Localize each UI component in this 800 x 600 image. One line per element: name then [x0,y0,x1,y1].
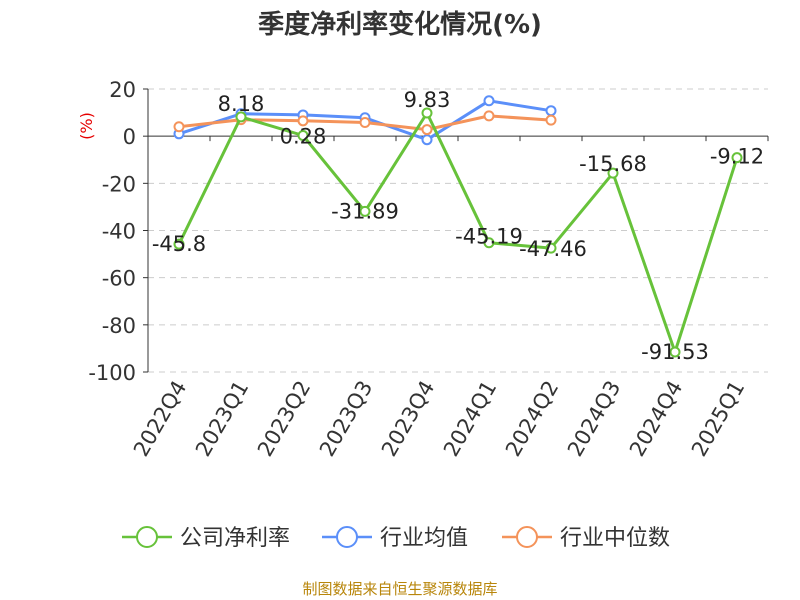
data-label: 0.28 [280,125,327,149]
y-tick-label: 20 [109,78,136,102]
legend-label: 公司净利率 [180,526,290,551]
data-label: -45.19 [455,225,523,249]
data-point [545,105,557,117]
legend: 公司净利率 行业均值 行业中位数 [122,526,670,551]
data-point [607,167,619,179]
data-point [359,205,371,217]
x-tick-label: 2024Q1 [439,377,501,461]
legend-label: 行业均值 [380,526,468,551]
data-point [297,130,309,142]
data-point [483,95,495,107]
legend-swatch-marker [336,526,358,548]
legend-item: 行业均值 [322,526,468,551]
x-tick-label: 2024Q4 [625,377,687,461]
data-label: -15.68 [579,152,647,176]
data-label: -47.46 [519,237,587,261]
series-line [177,111,739,354]
x-tick-label: 2024Q2 [501,377,563,461]
x-tick-label: 2023Q4 [377,377,439,461]
y-tick-label: -60 [102,267,136,291]
chart-title: 季度净利率变化情况(%) [258,10,542,40]
data-point [545,114,557,126]
legend-label: 行业中位数 [560,526,670,551]
data-label: -91.53 [641,340,709,364]
data-label: -9.12 [710,145,764,169]
y-tick-label: 0 [123,125,136,149]
data-label: 9.83 [404,88,451,112]
x-tick-label: 2022Q4 [129,377,191,461]
series-layer [173,95,743,358]
data-point [359,116,371,128]
data-point [173,238,185,250]
y-tick-label: -20 [102,172,136,196]
legend-item: 行业中位数 [502,526,670,551]
y-tick-label: -100 [88,361,136,385]
data-label: 8.18 [218,92,265,116]
x-tick-label: 2024Q3 [563,377,625,461]
x-tick-label: 2023Q2 [253,377,315,461]
legend-swatch-marker [516,526,538,548]
x-tick-label: 2023Q3 [315,377,377,461]
data-point [731,152,743,164]
data-point [421,107,433,119]
data-point [483,237,495,249]
data-point [545,242,557,254]
source-note: 制图数据来自恒生聚源数据库 [302,580,498,598]
data-point [297,115,309,127]
data-point [669,346,681,358]
data-label: -31.89 [331,199,399,223]
data-point [421,134,433,146]
legend-item: 公司净利率 [122,526,290,551]
data-point [235,111,247,123]
y-axis-label: (%) [77,112,96,140]
data-point [173,121,185,133]
legend-swatch-marker [136,526,158,548]
data-point [421,124,433,136]
data-point [483,110,495,122]
y-tick-label: -40 [102,220,136,244]
data-label: -45.8 [152,232,206,256]
x-tick-label: 2023Q1 [191,377,253,461]
data-label-layer: -45.8 8.18 0.28 -31.89 9.83 -45.19-47.46 -15.6… [152,88,764,364]
x-tick-label: 2025Q1 [687,377,749,461]
grid-layer [148,88,768,373]
y-tick-label: -80 [102,314,136,338]
